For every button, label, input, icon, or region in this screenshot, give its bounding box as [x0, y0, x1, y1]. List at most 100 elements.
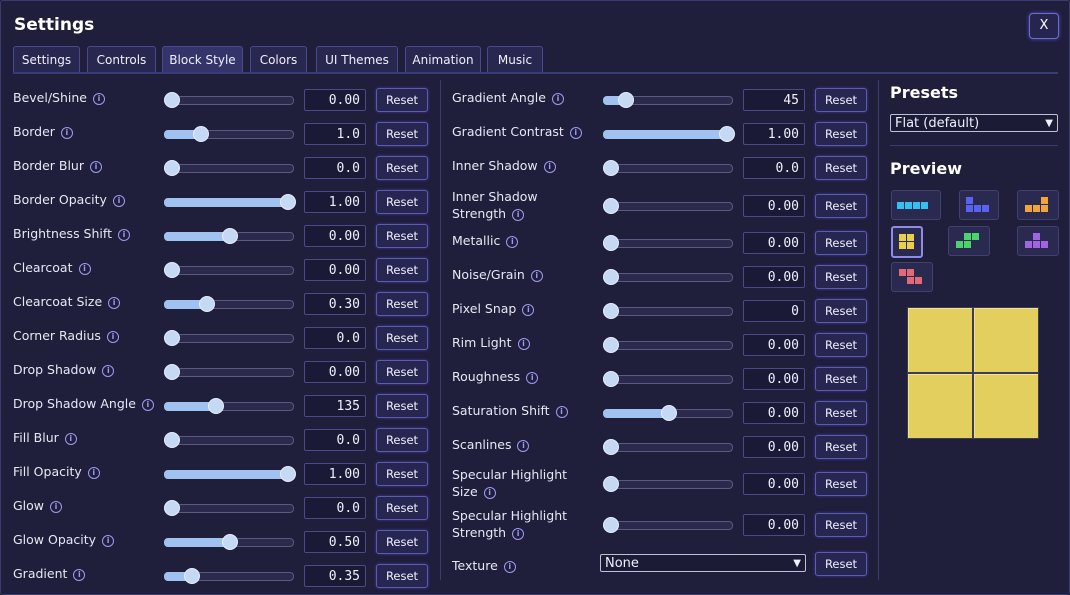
info-icon[interactable]: i	[102, 365, 115, 377]
border-value-field[interactable]: 1.0	[304, 123, 366, 145]
slider-handle[interactable]	[603, 337, 619, 353]
info-icon[interactable]: i	[483, 487, 496, 499]
slider-handle[interactable]	[164, 364, 180, 380]
clearcoat-size-value-field[interactable]: 0.30	[304, 293, 366, 315]
corner-radius-value-field[interactable]: 0.0	[304, 327, 366, 349]
slider-handle[interactable]	[603, 198, 619, 214]
slider-handle[interactable]	[164, 160, 180, 176]
piece-s-button[interactable]	[948, 226, 990, 256]
drop-shadow-angle-slider[interactable]	[164, 396, 294, 416]
specular-highlight-size-slider[interactable]	[603, 474, 733, 494]
glow-opacity-reset-button[interactable]: Reset	[376, 530, 428, 554]
slider-handle[interactable]	[222, 534, 238, 550]
piece-z-button[interactable]	[891, 262, 933, 292]
drop-shadow-value-field[interactable]: 0.00	[304, 361, 366, 383]
piece-t-button[interactable]	[1017, 226, 1059, 256]
info-icon[interactable]: i	[522, 304, 535, 316]
slider-handle[interactable]	[603, 303, 619, 319]
slider-handle[interactable]	[207, 398, 224, 414]
metallic-reset-button[interactable]: Reset	[815, 231, 867, 255]
saturation-shift-reset-button[interactable]: Reset	[815, 401, 867, 425]
clearcoat-value-field[interactable]: 0.00	[304, 259, 366, 281]
drop-shadow-angle-value-field[interactable]: 135	[304, 395, 366, 417]
specular-highlight-strength-value-field[interactable]: 0.00	[743, 514, 805, 536]
info-icon[interactable]: i	[530, 270, 543, 282]
specular-highlight-size-value-field[interactable]: 0.00	[743, 473, 805, 495]
drop-shadow-reset-button[interactable]: Reset	[376, 360, 428, 384]
info-icon[interactable]: i	[50, 501, 63, 513]
clearcoat-size-reset-button[interactable]: Reset	[376, 292, 428, 316]
inner-shadow-strength-value-field[interactable]: 0.00	[743, 195, 805, 217]
slider-handle[interactable]	[719, 126, 735, 142]
gradient-angle-slider[interactable]	[603, 90, 733, 110]
inner-shadow-strength-reset-button[interactable]: Reset	[815, 194, 867, 218]
fill-blur-slider[interactable]	[164, 430, 294, 450]
metallic-value-field[interactable]: 0.00	[743, 232, 805, 254]
info-icon[interactable]: i	[512, 209, 525, 221]
slider-handle[interactable]	[164, 330, 180, 346]
slider-handle[interactable]	[164, 500, 180, 516]
brightness-shift-value-field[interactable]: 0.00	[304, 225, 366, 247]
gradient-contrast-reset-button[interactable]: Reset	[815, 122, 867, 146]
glow-value-field[interactable]: 0.0	[304, 497, 366, 519]
slider-handle[interactable]	[603, 476, 619, 492]
gradient-reset-button[interactable]: Reset	[376, 564, 428, 588]
saturation-shift-value-field[interactable]: 0.00	[743, 402, 805, 424]
border-opacity-reset-button[interactable]: Reset	[376, 190, 428, 214]
corner-radius-slider[interactable]	[164, 328, 294, 348]
bevel-shine-slider[interactable]	[164, 90, 294, 110]
clearcoat-slider[interactable]	[164, 260, 294, 280]
border-opacity-value-field[interactable]: 1.00	[304, 191, 366, 213]
slider-handle[interactable]	[164, 432, 180, 448]
info-icon[interactable]: i	[555, 406, 568, 418]
slider-handle[interactable]	[280, 194, 296, 210]
border-slider[interactable]	[164, 124, 294, 144]
piece-j-button[interactable]	[959, 190, 999, 220]
slider-handle[interactable]	[183, 568, 200, 584]
slider-handle[interactable]	[617, 92, 634, 108]
inner-shadow-strength-slider[interactable]	[603, 196, 733, 216]
pixel-snap-value-field[interactable]: 0	[743, 300, 805, 322]
glow-slider[interactable]	[164, 498, 294, 518]
info-icon[interactable]: i	[506, 236, 519, 248]
slider-handle[interactable]	[198, 296, 215, 312]
texture-reset-button[interactable]: Reset	[815, 552, 867, 576]
slider-handle[interactable]	[603, 269, 619, 285]
rim-light-value-field[interactable]: 0.00	[743, 334, 805, 356]
gradient-slider[interactable]	[164, 566, 294, 586]
border-reset-button[interactable]: Reset	[376, 122, 428, 146]
info-icon[interactable]: i	[117, 229, 130, 241]
tab-ui-themes[interactable]: UI Themes	[316, 46, 398, 73]
roughness-slider[interactable]	[603, 369, 733, 389]
clearcoat-size-slider[interactable]	[164, 294, 294, 314]
scanlines-slider[interactable]	[603, 437, 733, 457]
brightness-shift-reset-button[interactable]: Reset	[376, 224, 428, 248]
info-icon[interactable]: i	[106, 331, 119, 343]
slider-handle[interactable]	[193, 126, 209, 142]
gradient-contrast-value-field[interactable]: 1.00	[743, 123, 805, 145]
close-button[interactable]: X	[1029, 13, 1059, 39]
glow-opacity-value-field[interactable]: 0.50	[304, 531, 366, 553]
scanlines-value-field[interactable]: 0.00	[743, 436, 805, 458]
specular-highlight-size-reset-button[interactable]: Reset	[815, 472, 867, 496]
tab-animation[interactable]: Animation	[405, 46, 481, 73]
info-icon[interactable]: i	[141, 399, 154, 411]
bevel-shine-reset-button[interactable]: Reset	[376, 88, 428, 112]
piece-l-button[interactable]	[1017, 190, 1059, 220]
pixel-snap-reset-button[interactable]: Reset	[815, 299, 867, 323]
slider-handle[interactable]	[603, 160, 619, 176]
fill-blur-reset-button[interactable]: Reset	[376, 428, 428, 452]
noise-grain-slider[interactable]	[603, 267, 733, 287]
fill-opacity-reset-button[interactable]: Reset	[376, 462, 428, 486]
slider-handle[interactable]	[603, 439, 619, 455]
slider-handle[interactable]	[661, 405, 677, 421]
info-icon[interactable]: i	[503, 561, 516, 573]
border-blur-slider[interactable]	[164, 158, 294, 178]
saturation-shift-slider[interactable]	[603, 403, 733, 423]
piece-i-button[interactable]	[891, 190, 941, 220]
gradient-angle-reset-button[interactable]: Reset	[815, 88, 867, 112]
drop-shadow-angle-reset-button[interactable]: Reset	[376, 394, 428, 418]
inner-shadow-reset-button[interactable]: Reset	[815, 156, 867, 180]
texture-select[interactable]: None ▼	[600, 554, 806, 572]
bevel-shine-value-field[interactable]: 0.00	[304, 89, 366, 111]
